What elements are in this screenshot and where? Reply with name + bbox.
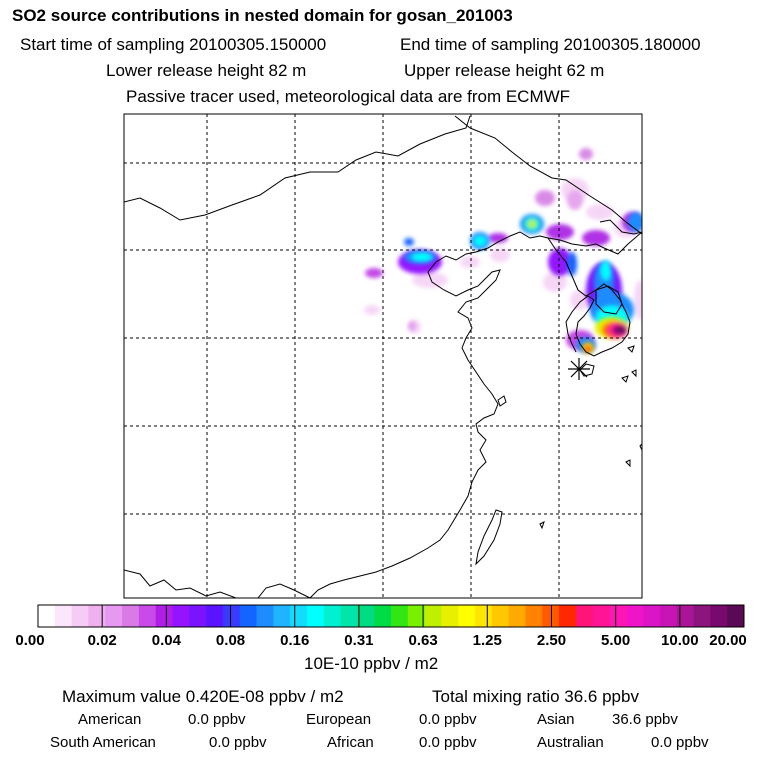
colorbar-cell — [273, 605, 291, 627]
page-title: SO2 source contributions in nested domai… — [12, 6, 513, 25]
colorbar-cell — [54, 605, 73, 627]
colorbar-tick-label: 0.08 — [215, 632, 246, 649]
plume-high — [582, 317, 629, 354]
colorbar-cell — [458, 605, 476, 627]
colorbar — [37, 604, 745, 628]
colorbar-cell — [138, 605, 157, 627]
region-african-value: 0.0 ppbv — [419, 734, 477, 751]
colorbar-tick-label: 5.00 — [601, 632, 631, 649]
colorbar-tick-label: 0.63 — [408, 632, 438, 649]
colorbar-cell — [424, 605, 442, 627]
colorbar-tick-label: 0.04 — [151, 632, 181, 649]
colorbar-cell — [172, 605, 190, 627]
upper-release-height: Upper release height 62 m — [404, 61, 605, 80]
colorbar-tick-label: 0.31 — [344, 632, 374, 649]
colorbar-tick-label: 20.00 — [709, 632, 747, 649]
colorbar-cell — [407, 605, 426, 627]
colorbar-cell — [374, 605, 392, 627]
colorbar-tick-label: 0.00 — [15, 632, 45, 649]
coastlines — [124, 115, 642, 598]
lower-release-height: Lower release height 82 m — [106, 61, 307, 80]
colorbar-cell — [105, 605, 123, 627]
colorbar-cell — [659, 605, 678, 627]
map-frame — [123, 113, 643, 599]
colorbar-cell — [491, 605, 510, 627]
colorbar-cell — [693, 605, 711, 627]
colorbar-cell — [676, 605, 694, 627]
colorbar-cell — [222, 605, 241, 627]
colorbar-cell — [441, 605, 459, 627]
region-asian-name: Asian — [537, 711, 575, 728]
colorbar-cell — [710, 605, 728, 627]
colorbar-cell — [88, 605, 106, 627]
colorbar-cell — [306, 605, 325, 627]
colorbar-cell — [525, 605, 543, 627]
colorbar-cell — [592, 605, 610, 627]
end-time: End time of sampling 20100305.180000 — [400, 35, 701, 54]
colorbar-cell — [155, 605, 173, 627]
region-australian-name: Australian — [537, 734, 604, 751]
start-time: Start time of sampling 20100305.150000 — [20, 35, 327, 54]
receptor-star-marker — [568, 358, 590, 380]
colorbar-units: 10E-10 ppbv / m2 — [304, 654, 439, 673]
region-south-american-name: South American — [50, 734, 156, 751]
colorbar-cell — [391, 605, 409, 627]
colorbar-cell — [290, 605, 308, 627]
region-european-value: 0.0 ppbv — [419, 711, 477, 728]
graticule — [124, 114, 642, 598]
colorbar-cell — [626, 605, 644, 627]
colorbar-cell — [206, 605, 224, 627]
colorbar-cell — [71, 605, 89, 627]
region-american-value: 0.0 ppbv — [188, 711, 246, 728]
colorbar-tick-label: 2.50 — [536, 632, 567, 649]
colorbar-cell — [643, 605, 661, 627]
colorbar-cell — [189, 605, 207, 627]
colorbar-cell — [727, 605, 745, 627]
colorbar-cell — [239, 605, 257, 627]
maximum-value: Maximum value 0.420E-08 ppbv / m2 — [62, 687, 344, 706]
region-australian-value: 0.0 ppbv — [651, 734, 709, 751]
region-european-name: European — [306, 711, 372, 728]
region-asian-value: 36.6 ppbv — [612, 711, 678, 728]
colorbar-cell — [508, 605, 526, 627]
colorbar-tick-label: 0.16 — [280, 632, 310, 649]
region-african-name: African — [327, 734, 374, 751]
region-american-name: American — [78, 711, 142, 728]
colorbar-cell — [475, 605, 493, 627]
colorbar-tick-label: 1.25 — [472, 632, 502, 649]
region-south-american-value: 0.0 ppbv — [209, 734, 267, 751]
colorbar-cell — [122, 605, 140, 627]
colorbar-tick-label: 10.00 — [661, 632, 699, 649]
colorbar-cell — [542, 605, 560, 627]
colorbar-cell — [256, 605, 274, 627]
total-mixing-ratio: Total mixing ratio 36.6 ppbv — [432, 687, 639, 706]
colorbar-cell — [323, 605, 341, 627]
colorbar-cell — [575, 605, 594, 627]
tracer-note: Passive tracer used, meteorological data… — [126, 87, 571, 106]
colorbar-cell — [609, 605, 627, 627]
colorbar-cell — [357, 605, 375, 627]
colorbar-cell — [38, 605, 56, 627]
colorbar-cell — [340, 605, 358, 627]
colorbar-cell — [559, 605, 577, 627]
colorbar-tick-label: 0.02 — [87, 632, 117, 649]
